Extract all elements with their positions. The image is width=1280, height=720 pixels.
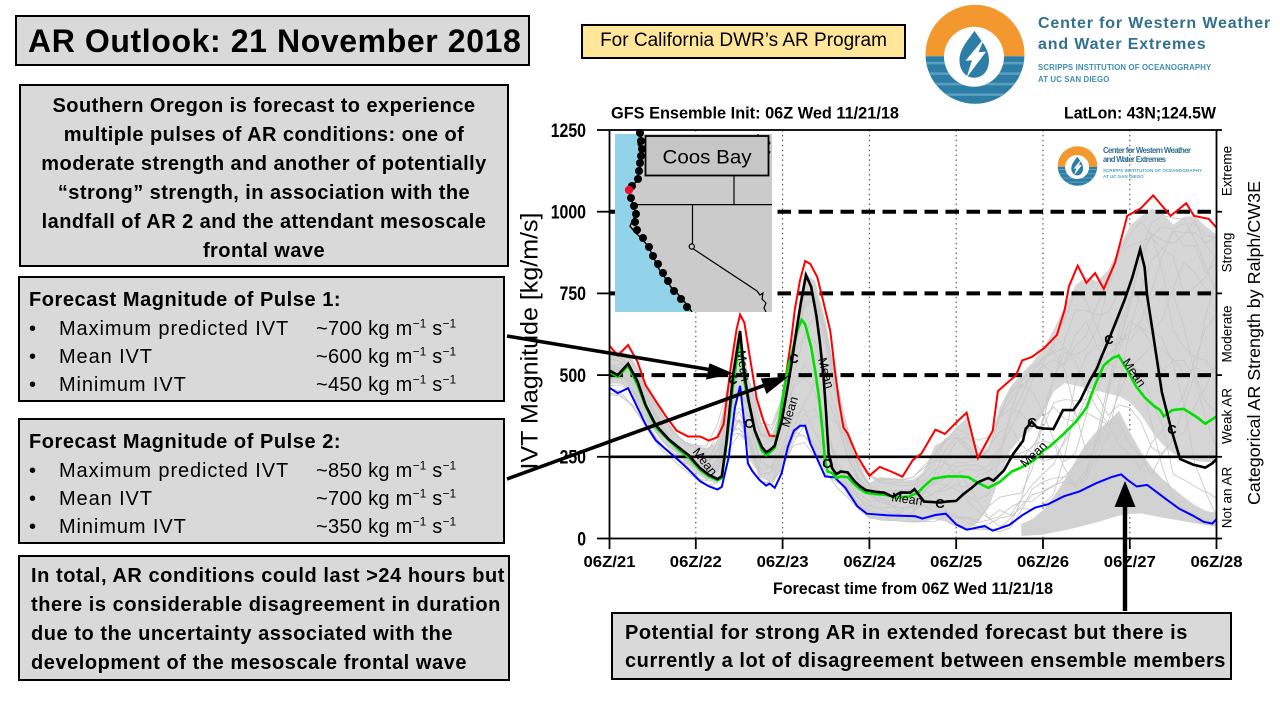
svg-text:C: C bbox=[728, 372, 738, 387]
svg-text:Mean: Mean bbox=[734, 349, 752, 382]
svg-text:Forecast time from 06Z Wed 11/: Forecast time from 06Z Wed 11/21/18 bbox=[773, 579, 1053, 598]
svg-text:0: 0 bbox=[577, 529, 586, 550]
svg-text:1250: 1250 bbox=[551, 121, 586, 142]
svg-text:06Z/23: 06Z/23 bbox=[757, 554, 809, 571]
svg-text:06Z/22: 06Z/22 bbox=[670, 554, 722, 571]
svg-text:Weak AR: Weak AR bbox=[1220, 388, 1235, 444]
svg-text:GFS Ensemble Init: 06Z Wed 11/: GFS Ensemble Init: 06Z Wed 11/21/18 bbox=[611, 103, 899, 122]
svg-text:750: 750 bbox=[560, 284, 587, 305]
svg-text:500: 500 bbox=[560, 366, 587, 387]
svg-text:06Z/26: 06Z/26 bbox=[1017, 554, 1069, 571]
svg-text:LatLon: 43N;124.5W: LatLon: 43N;124.5W bbox=[1064, 103, 1217, 122]
svg-text:Mean: Mean bbox=[891, 490, 924, 508]
svg-text:06Z/25: 06Z/25 bbox=[930, 554, 982, 571]
svg-text:C: C bbox=[789, 351, 799, 366]
svg-text:06Z/24: 06Z/24 bbox=[843, 554, 895, 571]
svg-text:Not an AR: Not an AR bbox=[1220, 466, 1235, 528]
svg-text:C: C bbox=[1167, 422, 1177, 437]
svg-text:SCRIPPS INSTITUTION OF OCEANOG: SCRIPPS INSTITUTION OF OCEANOGRAPHY bbox=[1103, 168, 1202, 173]
svg-text:C: C bbox=[1027, 415, 1037, 430]
svg-text:Moderate: Moderate bbox=[1220, 305, 1235, 362]
svg-text:1000: 1000 bbox=[551, 203, 586, 224]
svg-text:Strong: Strong bbox=[1220, 233, 1235, 273]
svg-text:Extreme: Extreme bbox=[1220, 146, 1235, 196]
svg-text:C: C bbox=[1104, 332, 1114, 347]
svg-text:C: C bbox=[744, 416, 754, 431]
svg-text:Coos Bay: Coos Bay bbox=[663, 147, 752, 169]
svg-text:06Z/27: 06Z/27 bbox=[1104, 554, 1156, 571]
svg-text:Categorical AR Strength by Ral: Categorical AR Strength by Ralph/CW3E bbox=[1244, 181, 1264, 505]
svg-text:06Z/21: 06Z/21 bbox=[584, 554, 636, 571]
svg-text:Center for Western Weather: Center for Western Weather bbox=[1103, 146, 1191, 155]
svg-text:06Z/28: 06Z/28 bbox=[1191, 554, 1243, 571]
svg-text:AT UC SAN DIEGO: AT UC SAN DIEGO bbox=[1103, 174, 1144, 179]
svg-text:and Water Extremes: and Water Extremes bbox=[1103, 155, 1167, 164]
svg-text:C: C bbox=[822, 456, 832, 471]
svg-text:C: C bbox=[935, 496, 945, 511]
